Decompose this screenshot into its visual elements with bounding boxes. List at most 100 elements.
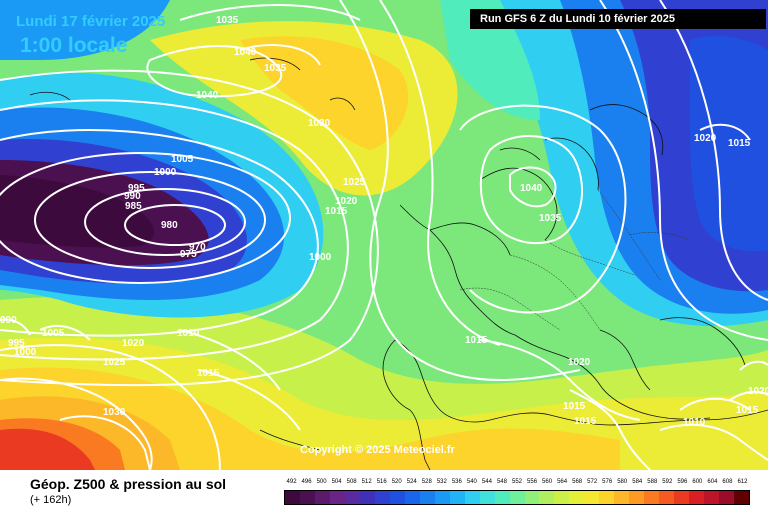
scale-swatch bbox=[494, 491, 510, 504]
field-band bbox=[240, 36, 409, 150]
scale-swatch bbox=[509, 491, 525, 504]
scale-tick-label: 540 bbox=[466, 479, 477, 485]
isobar-label: 975 bbox=[180, 249, 197, 260]
scale-swatch bbox=[285, 491, 300, 504]
scale-swatch bbox=[329, 491, 345, 504]
isobar-label: 1030 bbox=[308, 118, 331, 129]
map-canvas: 1035104010351040103010051000995990985980… bbox=[0, 0, 768, 470]
scale-swatch bbox=[524, 491, 540, 504]
field-band bbox=[0, 428, 95, 470]
scale-tick-label: 564 bbox=[557, 479, 568, 485]
scale-swatch bbox=[359, 491, 375, 504]
isobar-label: 1015 bbox=[465, 335, 488, 346]
isobar-label: 995 bbox=[128, 183, 145, 194]
scale-swatch bbox=[539, 491, 555, 504]
isobars bbox=[0, 0, 768, 470]
scale-tick-label: 508 bbox=[346, 479, 357, 485]
isobar-label: 1015 bbox=[197, 368, 220, 379]
isobar-label: 1025 bbox=[343, 177, 366, 188]
isobar-label: 995 bbox=[8, 338, 25, 349]
product-title: Géop. Z500 & pression au sol bbox=[30, 476, 227, 492]
forecast-map: 1035 1040 1035 1040 1030 1005 1000 995 990 985 980… bbox=[0, 0, 768, 470]
scale-tick-label: 608 bbox=[722, 479, 733, 485]
isobar-label: 1000 bbox=[309, 252, 332, 263]
scale-tick-label: 568 bbox=[572, 479, 583, 485]
copyright-notice: Copyright © 2025 Meteociel.fr bbox=[300, 444, 455, 456]
scale-tick-label: 588 bbox=[647, 479, 658, 485]
isobar-label: 1015 bbox=[736, 405, 759, 416]
scale-swatch bbox=[569, 491, 585, 504]
scale-swatch bbox=[449, 491, 465, 504]
scale-tick-label: 600 bbox=[692, 479, 703, 485]
isobar-label: 1015 bbox=[325, 206, 348, 217]
scale-swatch bbox=[344, 491, 360, 504]
isobar-label: 1025 bbox=[103, 357, 126, 368]
isobar-label: 1005 bbox=[171, 154, 194, 165]
scale-swatch bbox=[644, 491, 660, 504]
isobar-label: 1040 bbox=[196, 90, 219, 101]
scale-tick-label: 604 bbox=[707, 479, 718, 485]
isobar-label: 1020 bbox=[122, 338, 145, 349]
isobar-label: 1020 bbox=[694, 133, 717, 144]
scale-swatch bbox=[719, 491, 735, 504]
isobar-labels: 1035104010351040103010051000995990985980… bbox=[0, 15, 768, 428]
scale-tick-label: 532 bbox=[436, 479, 447, 485]
isobar-label: 1020 bbox=[568, 357, 591, 368]
scale-tick-label: 528 bbox=[421, 479, 432, 485]
isobar-label: 1030 bbox=[103, 407, 126, 418]
scale-tick-label: 524 bbox=[406, 479, 417, 485]
time-title: 1:00 locale bbox=[20, 34, 128, 57]
isobar-label: 1015 bbox=[574, 416, 597, 427]
scale-tick-label: 520 bbox=[391, 479, 402, 485]
scale-tick-label: 548 bbox=[496, 479, 507, 485]
coastlines bbox=[29, 57, 768, 470]
scale-swatch bbox=[674, 491, 690, 504]
scale-swatch bbox=[434, 491, 450, 504]
scale-swatch bbox=[314, 491, 330, 504]
scale-tick-label: 572 bbox=[587, 479, 598, 485]
field-band bbox=[690, 35, 768, 252]
isobar-label: 1005 bbox=[42, 328, 65, 339]
scale-swatch bbox=[299, 491, 315, 504]
isobar-label: 985 bbox=[125, 201, 142, 212]
scale-swatch bbox=[659, 491, 675, 504]
scale-tick-label: 544 bbox=[481, 479, 492, 485]
scale-tick-label: 504 bbox=[331, 479, 342, 485]
run-label: Run GFS 6 Z du Lundi 10 février 2025 bbox=[470, 9, 766, 29]
scale-swatch bbox=[614, 491, 630, 504]
scale-swatch bbox=[734, 491, 750, 504]
scale-tick-label: 496 bbox=[301, 479, 312, 485]
scale-tick-label: 580 bbox=[617, 479, 628, 485]
isobar-label: 1010 bbox=[177, 328, 200, 339]
field-band bbox=[440, 0, 540, 120]
color-scale bbox=[284, 490, 750, 505]
legend-footer: Géop. Z500 & pression au sol (+ 162h) 49… bbox=[0, 470, 768, 512]
scale-tick-label: 536 bbox=[451, 479, 462, 485]
scale-tick-label: 500 bbox=[316, 479, 327, 485]
isobar-label: 1000 bbox=[14, 347, 37, 358]
scale-swatch bbox=[389, 491, 405, 504]
scale-swatch bbox=[599, 491, 615, 504]
isobar-label: 1015 bbox=[563, 401, 586, 412]
scale-tick-label: 612 bbox=[737, 479, 748, 485]
isobar-label: 1020 bbox=[748, 386, 768, 397]
scale-swatch bbox=[689, 491, 705, 504]
lead-time: (+ 162h) bbox=[30, 494, 72, 506]
isobar-label: 970 bbox=[189, 242, 206, 253]
scale-tick-label: 560 bbox=[542, 479, 553, 485]
isobar-label: 1040 bbox=[234, 47, 257, 58]
scale-swatch bbox=[554, 491, 570, 504]
scale-swatch bbox=[404, 491, 420, 504]
isobar-label: 1035 bbox=[216, 15, 239, 26]
scale-tick-label: 552 bbox=[511, 479, 522, 485]
isobar-label: 1035 bbox=[539, 213, 562, 224]
isobar-label: 980 bbox=[161, 220, 178, 231]
scale-swatch bbox=[584, 491, 600, 504]
scale-swatch bbox=[479, 491, 495, 504]
scale-swatch bbox=[464, 491, 480, 504]
scale-swatch bbox=[629, 491, 645, 504]
scale-swatch bbox=[704, 491, 720, 504]
scale-tick-label: 596 bbox=[677, 479, 688, 485]
scale-tick-label: 584 bbox=[632, 479, 643, 485]
